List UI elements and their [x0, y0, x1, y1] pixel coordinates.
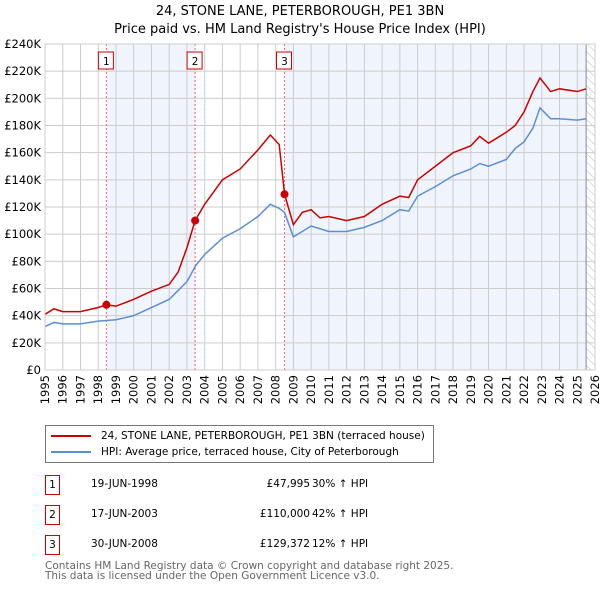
sale-marker-label: 1 — [103, 56, 110, 68]
y-tick-label: £180K — [4, 119, 41, 133]
y-tick-label: £80K — [12, 254, 42, 268]
sale-point — [102, 300, 111, 309]
sale-marker-box — [97, 51, 114, 70]
chart-subtitle: Price paid vs. HM Land Registry's House … — [114, 22, 486, 37]
x-tick-label: 2025 — [570, 375, 584, 404]
legend-label-price: 24, STONE LANE, PETERBOROUGH, PE1 3BN (t… — [101, 430, 425, 442]
sale-marker-box — [186, 51, 203, 70]
x-tick-label: 2015 — [393, 375, 407, 404]
x-tick-label: 1996 — [56, 375, 70, 404]
series-line — [44, 106, 587, 328]
sale-marker-label: 1 — [45, 475, 60, 495]
sale-point — [191, 216, 200, 225]
x-tick-label: 2005 — [215, 375, 229, 404]
x-tick-label: 2024 — [553, 375, 567, 404]
x-tick-label: 2026 — [588, 375, 600, 404]
x-tick-label: 2000 — [127, 375, 141, 404]
x-tick-label: 2014 — [375, 375, 389, 404]
y-tick-label: £220K — [4, 64, 41, 78]
y-tick-label: £0 — [26, 363, 41, 377]
x-tick-label: 2016 — [411, 375, 425, 404]
y-tick-label: £140K — [4, 173, 41, 187]
x-tick-label: 2023 — [535, 375, 549, 404]
x-tick-label: 2012 — [340, 375, 354, 404]
sale-marker-box — [276, 51, 293, 70]
x-tick-label: 1998 — [91, 375, 105, 404]
sale-date: 17-JUN-2003 — [91, 508, 158, 520]
series-line — [44, 76, 587, 315]
x-tick-label: 2022 — [517, 375, 531, 404]
sale-marker-label: 2 — [45, 505, 60, 525]
x-tick-label: 2011 — [322, 375, 336, 404]
x-tick-label: 2021 — [499, 375, 513, 404]
footer: Contains HM Land Registry data © Crown c… — [45, 560, 454, 582]
sale-hpi: 42% ↑ HPI — [312, 508, 369, 520]
x-tick-label: 2019 — [464, 375, 478, 404]
x-tick-label: 2017 — [428, 375, 442, 404]
sale-date: 30-JUN-2008 — [91, 538, 158, 550]
x-tick-label: 2008 — [269, 375, 283, 404]
footer-licence: This data is licensed under the Open Gov… — [45, 570, 380, 582]
x-tick-label: 1995 — [38, 375, 52, 404]
sale-marker-label: 2 — [192, 56, 199, 68]
x-tick-label: 1997 — [73, 375, 87, 404]
legend: 24, STONE LANE, PETERBOROUGH, PE1 3BN (t… — [45, 425, 434, 463]
sale-hpi: 30% ↑ HPI — [312, 478, 369, 490]
y-tick-label: £160K — [4, 146, 41, 160]
y-tick-label: £20K — [12, 336, 42, 350]
plot-area: £0 £20K £40K £60K £80K £100K £120K £140K £160K £1… — [4, 37, 600, 404]
y-tick-label: £40K — [12, 309, 42, 323]
sale-price: £129,372 — [259, 538, 310, 550]
sale-price: £110,000 — [259, 508, 310, 520]
y-tick-label: £200K — [4, 91, 41, 105]
x-tick-label: 2003 — [180, 375, 194, 404]
x-tick-label: 1999 — [109, 375, 123, 404]
x-tick-label: 2001 — [144, 375, 158, 404]
y-tick-label: £100K — [4, 227, 41, 241]
sale-price: £47,995 — [266, 478, 310, 490]
legend-label-hpi: HPI: Average price, terraced house, City… — [101, 446, 399, 458]
sale-marker-label: 3 — [281, 56, 288, 68]
x-tick-label: 2013 — [357, 375, 371, 404]
x-tick-label: 2007 — [251, 375, 265, 404]
legend-swatch-price — [51, 435, 91, 437]
sale-point — [280, 190, 289, 199]
sale-hpi: 12% ↑ HPI — [312, 538, 369, 550]
x-tick-label: 2018 — [446, 375, 460, 404]
y-tick-label: £240K — [4, 37, 41, 51]
x-tick-label: 2004 — [198, 375, 212, 404]
x-tick-label: 2009 — [286, 375, 300, 404]
sale-date: 19-JUN-1998 — [91, 478, 158, 490]
sale-marker-label: 3 — [45, 535, 60, 555]
x-tick-label: 2020 — [482, 375, 496, 404]
chart-title: 24, STONE LANE, PETERBOROUGH, PE1 3BN — [155, 4, 445, 19]
x-tick-label: 2010 — [304, 375, 318, 404]
x-tick-label: 2006 — [233, 375, 247, 404]
legend-swatch-hpi — [51, 451, 91, 453]
y-tick-label: £120K — [4, 200, 41, 214]
x-tick-label: 2002 — [162, 375, 176, 404]
footer-copyright: Contains HM Land Registry data © Crown c… — [45, 560, 454, 572]
plot-border — [44, 43, 596, 371]
y-tick-label: £60K — [12, 282, 42, 296]
